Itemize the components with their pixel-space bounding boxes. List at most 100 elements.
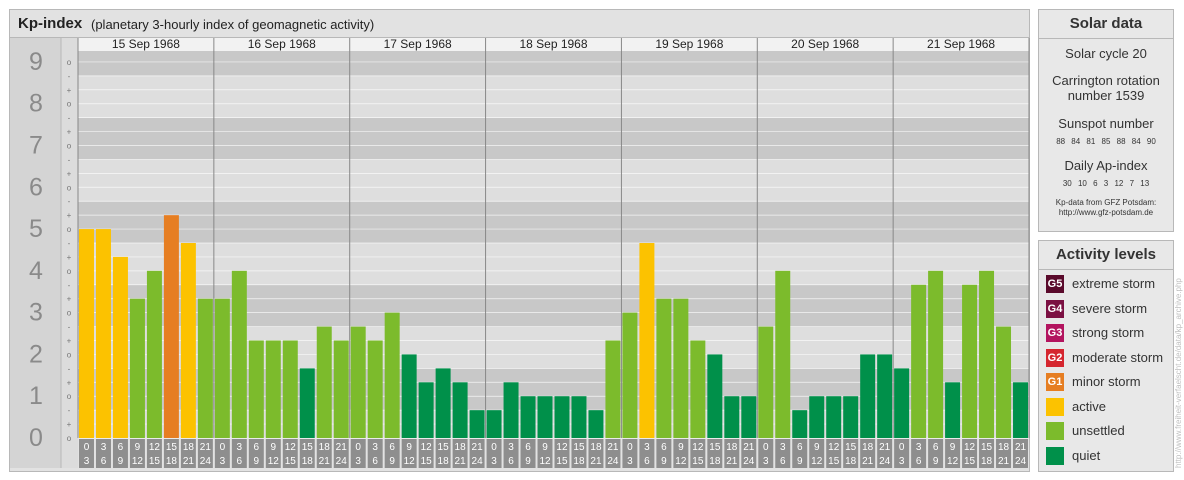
level-label: extreme storm [1072,276,1156,291]
day-label: 19 Sep 1968 [655,38,723,51]
minor-tick-mark: o [67,100,72,109]
day-label: 20 Sep 1968 [791,38,859,51]
minor-tick-mark: o [67,350,72,359]
level-label: severe storm [1072,300,1148,316]
interval-end-label: 9 [525,456,531,467]
interval-end-label: 6 [780,456,786,467]
kp-bar [384,312,400,438]
minor-tick-mark: o [67,392,72,401]
interval-start-label: 0 [220,442,226,453]
interval-label-box [418,439,434,468]
kp-bar [180,243,196,438]
source-link[interactable]: http://www.gfz-potsdam.de [1058,208,1154,217]
interval-start-label: 9 [542,442,548,453]
minor-tick-mark: o [67,309,72,318]
interval-label-box [197,439,213,468]
interval-label-box [843,439,859,468]
interval-end-label: 3 [763,456,769,467]
interval-start-label: 3 [508,442,514,453]
interval-end-label: 6 [508,456,514,467]
interval-label-box [384,439,400,468]
interval-end-label: 15 [692,456,704,467]
day-label: 17 Sep 1968 [384,38,452,51]
minor-tick-mark: o [67,434,72,443]
interval-end-label: 18 [302,456,314,467]
interval-start-label: 9 [271,442,277,453]
kp-bar [758,326,774,438]
kp-bar [333,340,349,438]
solar-cycle: Solar cycle 20 [1065,46,1147,61]
carrington-line1: Carrington rotation [1052,73,1160,88]
interval-label-box [690,439,706,468]
kp-bar [265,340,281,438]
interval-label-box [996,439,1012,468]
chart-title: Kp-index [18,15,83,32]
interval-end-label: 12 [539,456,551,467]
interval-start-label: 21 [607,442,619,453]
interval-label-box [826,439,842,468]
interval-start-label: 9 [814,442,820,453]
minor-tick-mark: - [68,239,71,248]
minor-tick-mark: - [68,323,71,332]
interval-start-label: 0 [84,442,90,453]
interval-label-box [809,439,825,468]
watermark: http://www.freiheit-verfaelscht.de/data/… [1174,278,1183,468]
kp-bar [979,270,995,438]
chart-subtitle: (planetary 3-hourly index of geomagnetic… [91,17,375,32]
interval-start-label: 0 [627,442,633,453]
interval-end-label: 12 [947,456,959,467]
interval-label-box [503,439,519,468]
interval-end-label: 9 [118,456,124,467]
kp-bar [928,270,944,438]
interval-start-label: 0 [899,442,905,453]
kp-bar [435,368,451,438]
level-label: active [1072,398,1106,414]
interval-end-label: 3 [84,456,90,467]
interval-label-box [350,439,366,468]
interval-label-box [180,439,196,468]
interval-start-label: 15 [166,442,178,453]
kp-bar [537,396,553,438]
kp-bar [656,298,672,438]
y-tick-label: 2 [29,340,43,368]
interval-start-label: 12 [285,442,297,453]
y-tick-label: 0 [29,424,43,452]
interval-end-label: 3 [627,456,633,467]
kp-index-panel: Kp-index (planetary 3-hourly index of ge… [9,9,1030,472]
minor-tick-mark: + [67,337,72,346]
interval-label-box [877,439,893,468]
interval-end-label: 24 [607,456,619,467]
minor-tick-mark: - [68,281,71,290]
kp-bar [486,410,502,438]
kp-chart: 0123456789o+-o+-o+-o+-o+-o+-o+-o+-o+-o15… [10,38,1030,468]
interval-end-label: 24 [472,456,484,467]
interval-end-label: 21 [726,456,738,467]
kp-bar [1013,382,1028,438]
interval-end-label: 24 [879,456,891,467]
interval-label-box [588,439,604,468]
interval-label-box [486,439,502,468]
level-swatch [1046,446,1064,465]
kp-bar [911,284,927,438]
interval-start-label: 15 [981,442,993,453]
interval-label-box [163,439,179,468]
interval-start-label: 12 [964,442,976,453]
interval-label-box [894,439,910,468]
minor-tick-mark: - [68,155,71,164]
activity-level-quiet: quiet [1039,445,1173,470]
interval-end-label: 18 [845,456,857,467]
kp-bar [690,340,706,438]
interval-label-box [367,439,383,468]
interval-label-box [775,439,791,468]
interval-label-box [945,439,961,468]
kp-bar [79,229,94,438]
level-label: quiet [1072,447,1101,463]
interval-start-label: 12 [556,442,568,453]
interval-start-label: 9 [678,442,684,453]
minor-tick-mark: - [68,197,71,206]
source-line1: Kp-data from GFZ Potsdam: [1055,198,1157,207]
kp-bar [95,229,111,438]
minor-tick-mark: + [67,169,72,178]
interval-start-label: 3 [101,442,107,453]
kp-bar [367,340,383,438]
